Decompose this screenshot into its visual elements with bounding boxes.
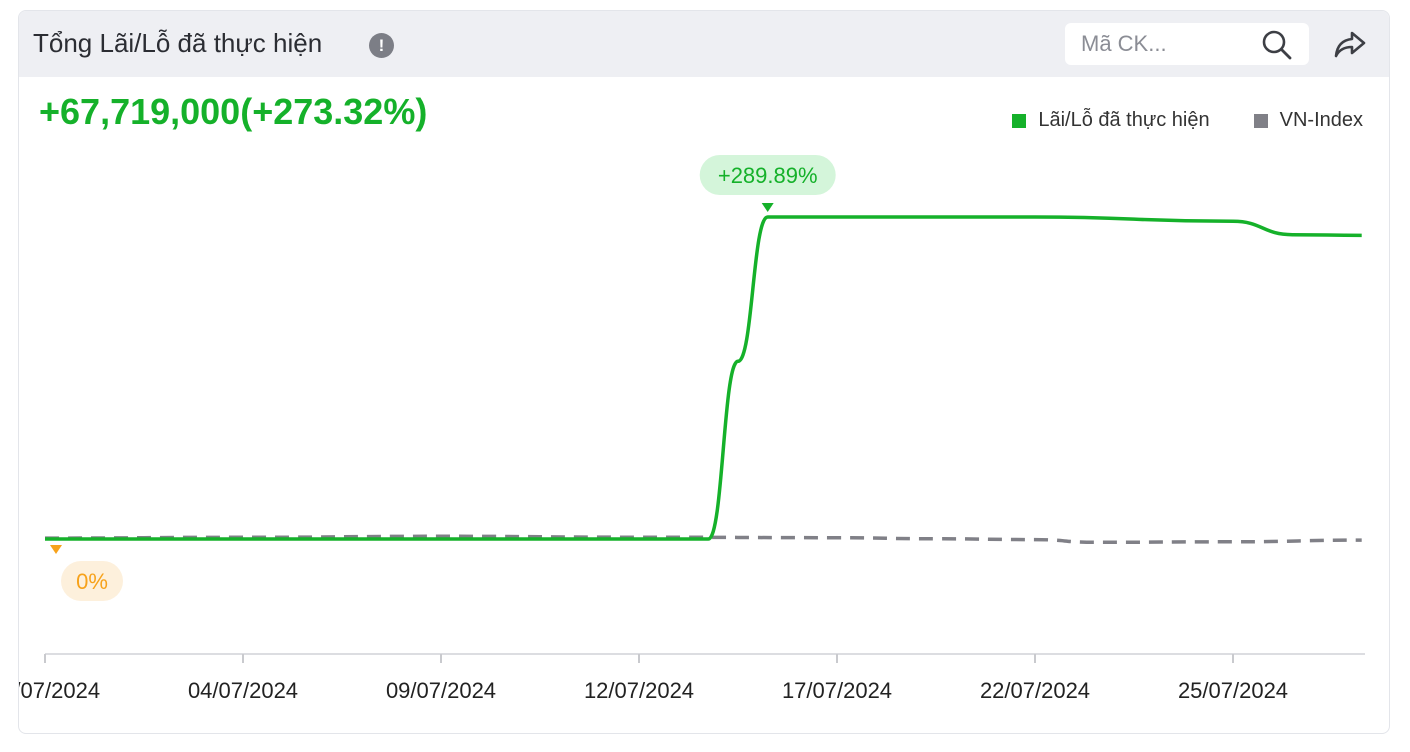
peak-marker: [761, 203, 774, 212]
chart-legend: Lãi/Lỗ đã thực hiện VN-Index: [968, 109, 1363, 132]
x-tick-label: 01/07/2024: [19, 678, 100, 703]
x-tick-label: 17/07/2024: [782, 678, 892, 703]
x-tick-label: 12/07/2024: [584, 678, 694, 703]
legend-label-vnindex: VN-Index: [1279, 109, 1363, 131]
card-header: Tổng Lãi/Lỗ đã thực hiện !: [19, 11, 1389, 77]
realized-pnl-card: Tổng Lãi/Lỗ đã thực hiện ! +67,719,000(+…: [18, 10, 1390, 734]
chart-annotations: +289.89% 0%: [50, 155, 836, 601]
info-icon[interactable]: !: [369, 33, 394, 58]
series-line-pnl: [45, 215, 1362, 541]
start-label: 0%: [76, 569, 108, 594]
legend-swatch-vnindex: [1253, 113, 1268, 128]
search-icon[interactable]: [1261, 29, 1293, 61]
start-marker: [50, 545, 62, 554]
symbol-search-input[interactable]: [1065, 23, 1271, 65]
legend-item-vnindex[interactable]: VN-Index: [1253, 109, 1363, 132]
peak-label-bg: [699, 155, 836, 195]
legend-label-pnl: Lãi/Lỗ đã thực hiện: [1038, 109, 1210, 131]
peak-label: +289.89%: [718, 163, 818, 188]
x-axis-ticks: 01/07/2024 04/07/2024 09/07/2024 12/07/2024…: [19, 654, 1288, 703]
series-line-vnindex: [44, 534, 1362, 545]
x-tick-label: 22/07/2024: [980, 678, 1090, 703]
x-tick-label: 04/07/2024: [188, 678, 298, 703]
share-icon[interactable]: [1333, 27, 1367, 61]
card-title: Tổng Lãi/Lỗ đã thực hiện: [33, 28, 323, 58]
legend-swatch-pnl: [1012, 113, 1027, 128]
legend-item-pnl[interactable]: Lãi/Lỗ đã thực hiện: [1012, 109, 1210, 132]
symbol-search-box: [1065, 23, 1309, 65]
total-realized-pnl: +67,719,000(+273.32%): [39, 91, 428, 132]
x-tick-label: 25/07/2024: [1178, 678, 1288, 703]
x-tick-label: 09/07/2024: [386, 678, 496, 703]
pnl-line-chart: 01/07/2024 04/07/2024 09/07/2024 12/07/2024…: [19, 155, 1365, 703]
start-label-bg: [61, 561, 123, 601]
